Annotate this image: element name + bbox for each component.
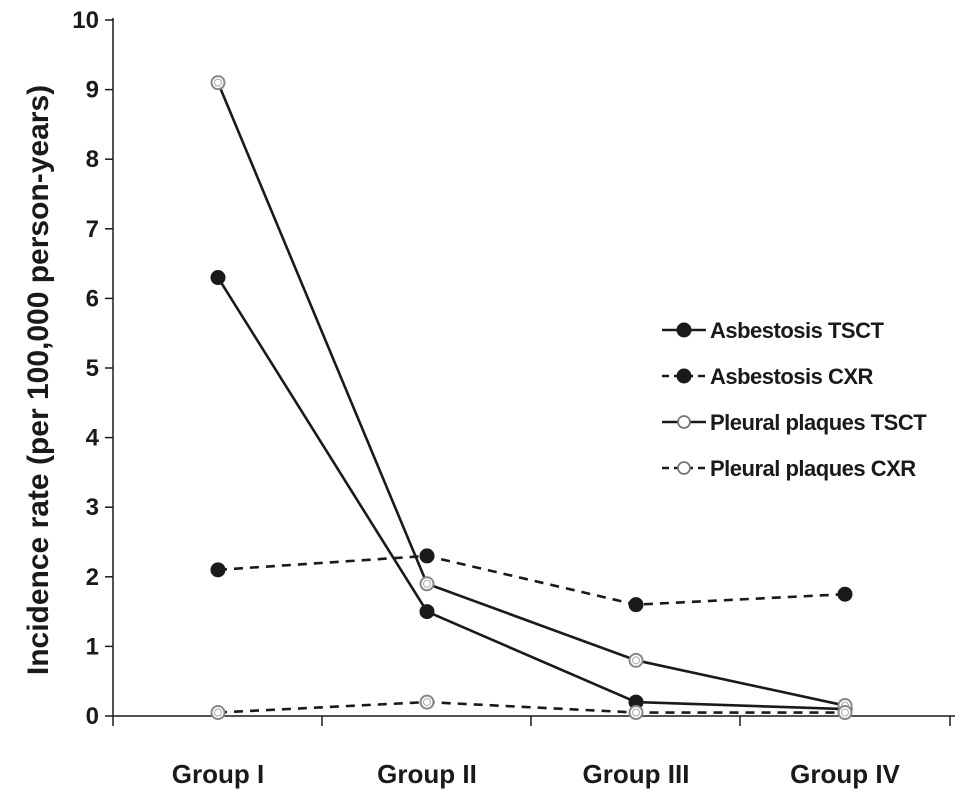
- y-tick-label: 1: [86, 633, 99, 660]
- y-tick-label: 7: [86, 216, 99, 243]
- data-point-open: [210, 705, 226, 721]
- legend-item: Pleural plaques CXR: [662, 456, 917, 481]
- legend-marker: [676, 368, 692, 384]
- y-tick-label: 5: [86, 355, 99, 382]
- axes: 0 1 2 3 4 5 6 7 8 9 10 Group I Group II Group III Grou…: [72, 7, 955, 789]
- x-tick-label: Group II: [377, 759, 477, 789]
- y-tick-label: 10: [72, 7, 99, 34]
- legend-item: Asbestosis CXR: [662, 364, 874, 389]
- legend-label: Pleural plaques CXR: [710, 456, 916, 481]
- y-tick-label: 6: [86, 285, 99, 312]
- data-point-filled: [419, 604, 435, 620]
- data-point-filled: [837, 586, 853, 602]
- data-point-open: [628, 705, 644, 721]
- series-line: [217, 700, 845, 714]
- y-axis-title: Incidence rate (per 100,000 person-years…: [22, 85, 55, 675]
- legend-label: Asbestosis CXR: [710, 364, 874, 389]
- data-point-filled: [628, 597, 644, 613]
- x-tick-label: Group III: [583, 759, 690, 789]
- series-line: [217, 554, 846, 606]
- x-tick-label: Group IV: [790, 759, 900, 789]
- y-tick-label: 9: [86, 77, 99, 104]
- legend-item: Pleural plaques TSCT: [662, 410, 928, 435]
- series-pleural-plaques-tsct: [210, 75, 853, 714]
- series-asbestosis-cxr: [210, 548, 853, 613]
- legend-label: Pleural plaques TSCT: [710, 410, 927, 435]
- data-point-inner: [632, 708, 640, 717]
- series-layer: [210, 75, 853, 721]
- legend-marker: [677, 461, 691, 475]
- y-tick-label: 8: [86, 146, 99, 173]
- series-line: [216, 82, 846, 707]
- data-point-inner: [214, 708, 222, 717]
- data-point-filled: [210, 270, 226, 286]
- series-line: [216, 276, 846, 711]
- data-point-inner: [632, 656, 640, 665]
- series-pleural-plaques-cxr: [210, 694, 853, 721]
- data-point-open: [419, 694, 435, 710]
- data-point-inner: [214, 78, 222, 87]
- data-point-open: [210, 75, 226, 91]
- data-point-filled: [210, 562, 226, 578]
- y-tick-label: 2: [86, 564, 99, 591]
- legend-marker: [677, 415, 691, 429]
- data-point-open: [628, 652, 644, 668]
- legend: Asbestosis TSCT Asbestosis CXR Pleural pla…: [662, 318, 928, 481]
- data-point-open: [837, 705, 853, 721]
- x-tick-label: Group I: [172, 759, 264, 789]
- legend-item: Asbestosis TSCT: [662, 318, 885, 343]
- y-tick-label: 4: [86, 425, 100, 452]
- legend-marker: [676, 322, 692, 338]
- y-tick-label: 0: [86, 703, 99, 730]
- data-point-inner: [423, 698, 431, 707]
- y-tick-label: 3: [86, 494, 99, 521]
- data-point-inner: [841, 708, 849, 717]
- data-point-filled: [419, 548, 435, 564]
- data-point-inner: [423, 579, 431, 588]
- data-point-open: [419, 576, 435, 592]
- legend-label: Asbestosis TSCT: [710, 318, 884, 343]
